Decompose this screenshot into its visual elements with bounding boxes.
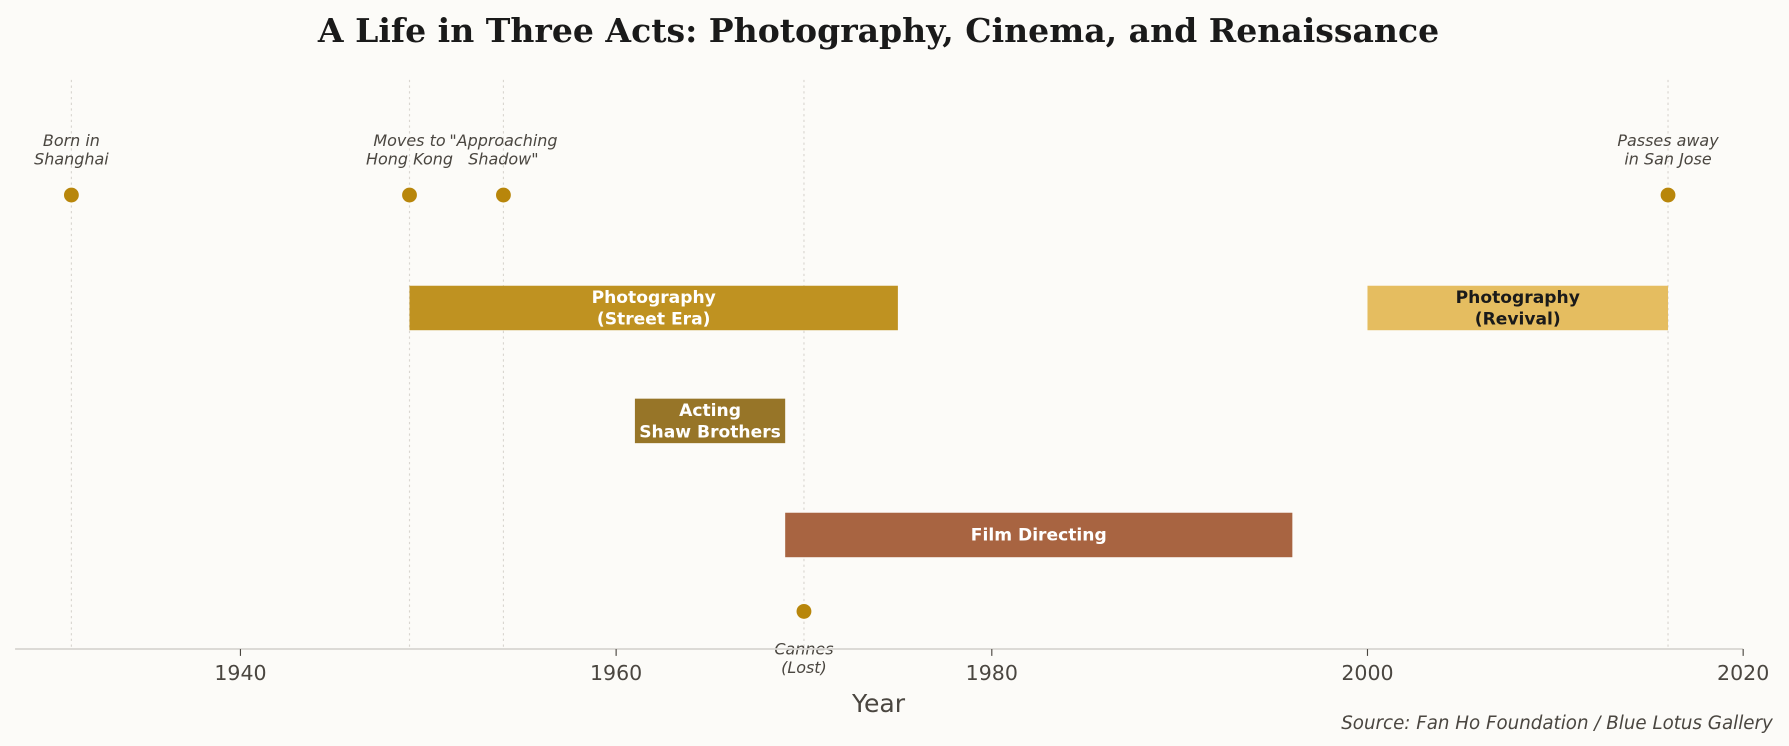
chart-title: A Life in Three Acts: Photography, Cinem… — [317, 11, 1439, 50]
label-line: (Street Era) — [597, 310, 711, 330]
x-tick-label: 1980 — [966, 661, 1018, 685]
x-axis-ticks: 1940 1960 1980 2000 2020 — [214, 649, 1769, 685]
event-marker — [796, 603, 812, 619]
label-line: Born in — [43, 131, 100, 150]
events: Born in Shanghai Moves to Hong Kong"Approac… — [34, 131, 1719, 677]
period-bar — [634, 398, 786, 444]
label-line: Photography — [1456, 288, 1580, 308]
label-line: Shanghai — [34, 149, 109, 168]
label-line: Photography — [592, 288, 716, 308]
event-marker — [402, 187, 417, 203]
label-line: "Approaching — [449, 131, 557, 150]
source-note: Source: Fan Ho Foundation / Blue Lotus G… — [1341, 713, 1773, 734]
x-tick-label: 1960 — [590, 661, 642, 685]
period-bar — [409, 285, 898, 331]
period-label: Acting Shaw Brothers — [639, 401, 781, 443]
label-line: (Revival) — [1475, 310, 1561, 330]
event-label: Passes away in San Jose — [1617, 131, 1719, 168]
x-tick-label: 2000 — [1341, 661, 1393, 685]
label-line: Film Directing — [971, 526, 1107, 546]
event-label: Cannes (Lost) — [774, 640, 833, 677]
event-marker — [496, 187, 511, 203]
period-bars: Photography (Street Era)Photography (Reviv… — [409, 285, 1669, 558]
label-line: Shaw Brothers — [639, 422, 781, 442]
period-label: Photography (Street Era) — [592, 288, 716, 330]
period-bar — [1367, 285, 1669, 331]
label-line: (Lost) — [781, 658, 827, 677]
event-label: "Approaching Shadow" — [449, 131, 557, 168]
event-marker — [1660, 187, 1676, 203]
label-line: Shadow" — [468, 149, 538, 168]
x-tick-label: 1940 — [214, 661, 266, 685]
x-tick-label: 2020 — [1717, 661, 1769, 685]
label-line: Passes away — [1617, 131, 1719, 150]
event-label: Moves to Hong Kong — [366, 131, 453, 168]
period-bar — [785, 512, 1293, 558]
event-marker — [63, 187, 79, 203]
label-line: Moves to — [373, 131, 445, 150]
label-line: Acting — [679, 401, 741, 421]
period-label: Photography (Revival) — [1456, 288, 1580, 330]
period-label: Film Directing — [971, 526, 1107, 546]
label-line: Hong Kong — [366, 149, 453, 168]
label-line: in San Jose — [1624, 149, 1711, 168]
x-axis-label: Year — [851, 689, 906, 718]
event-label: Born in Shanghai — [34, 131, 109, 168]
